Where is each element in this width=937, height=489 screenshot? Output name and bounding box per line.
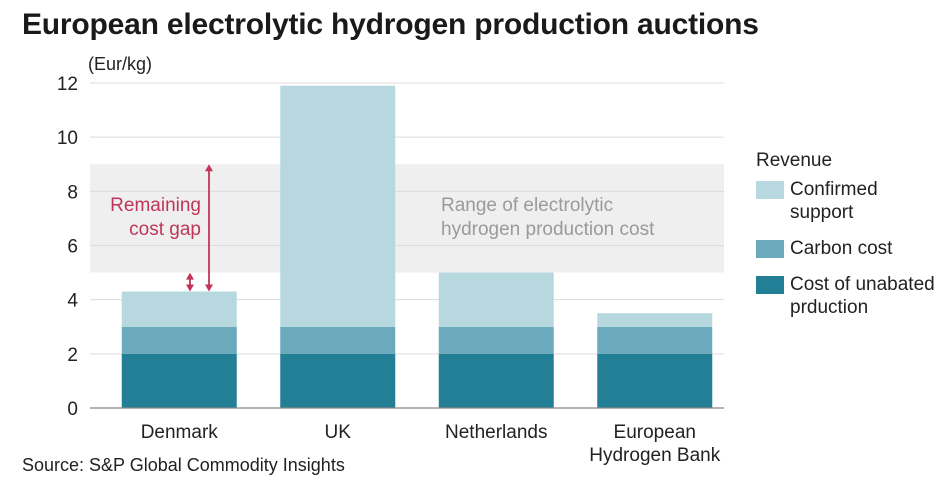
bar-segment — [121, 353, 237, 408]
legend-swatch-carbon-cost — [756, 240, 784, 258]
bar-segment — [597, 326, 713, 354]
cost-gap-annotation: cost gap — [129, 219, 201, 240]
cost-gap-small-arrow-head-bottom — [186, 284, 194, 292]
x-category-label: UK — [325, 422, 352, 443]
y-tick-label: 2 — [67, 345, 78, 366]
cost-gap-small-arrow-head-top — [186, 272, 194, 280]
legend-swatch-cost-of-unabated-production — [756, 276, 784, 294]
chart-title: European electrolytic hydrogen productio… — [22, 8, 759, 41]
range-band-annotation: Range of electrolytic — [441, 195, 613, 216]
bar-segment — [597, 313, 713, 327]
legend-swatch-confirmed-support — [756, 181, 784, 199]
legend-item-cost-of-unabated-production: Cost of unabated prduction — [756, 273, 936, 319]
x-category-label: Hydrogen Bank — [589, 445, 720, 466]
legend: Revenue Confirmed support Carbon cost Co… — [756, 150, 936, 332]
bar-segment — [438, 272, 554, 327]
y-tick-label: 8 — [67, 182, 78, 203]
y-tick-label: 4 — [67, 291, 78, 312]
legend-item-carbon-cost: Carbon cost — [756, 237, 936, 260]
y-tick-label: 6 — [67, 237, 78, 258]
legend-item-confirmed-support: Confirmed support — [756, 178, 936, 224]
bar-segment — [280, 85, 396, 327]
y-axis-unit-label: (Eur/kg) — [88, 54, 153, 74]
bar-segment — [121, 291, 237, 327]
cost-gap-arrow-head-top — [205, 164, 213, 172]
bar-segment — [438, 326, 554, 354]
y-tick-label: 12 — [57, 74, 78, 95]
cost-gap-arrow-head-bottom — [205, 284, 213, 292]
range-band — [90, 164, 724, 273]
legend-label-confirmed-support: Confirmed support — [790, 179, 878, 223]
y-tick-label: 0 — [67, 399, 78, 420]
bar-segment — [121, 326, 237, 354]
legend-title: Revenue — [756, 150, 833, 171]
x-category-label: Netherlands — [445, 422, 547, 443]
bar-segment — [438, 353, 554, 408]
bar-segment — [597, 353, 713, 408]
range-band-annotation: hydrogen production cost — [441, 219, 655, 240]
legend-label-cost-of-unabated-production: Cost of unabated prduction — [790, 274, 935, 318]
y-tick-label: 10 — [57, 128, 78, 149]
bar-segment — [280, 353, 396, 408]
x-category-label: Denmark — [141, 422, 219, 443]
x-category-label: European — [614, 422, 696, 443]
cost-gap-annotation: Remaining — [110, 195, 201, 216]
bar-segment — [280, 326, 396, 354]
legend-label-carbon-cost: Carbon cost — [790, 238, 893, 259]
source-note: Source: S&P Global Commodity Insights — [22, 455, 345, 475]
